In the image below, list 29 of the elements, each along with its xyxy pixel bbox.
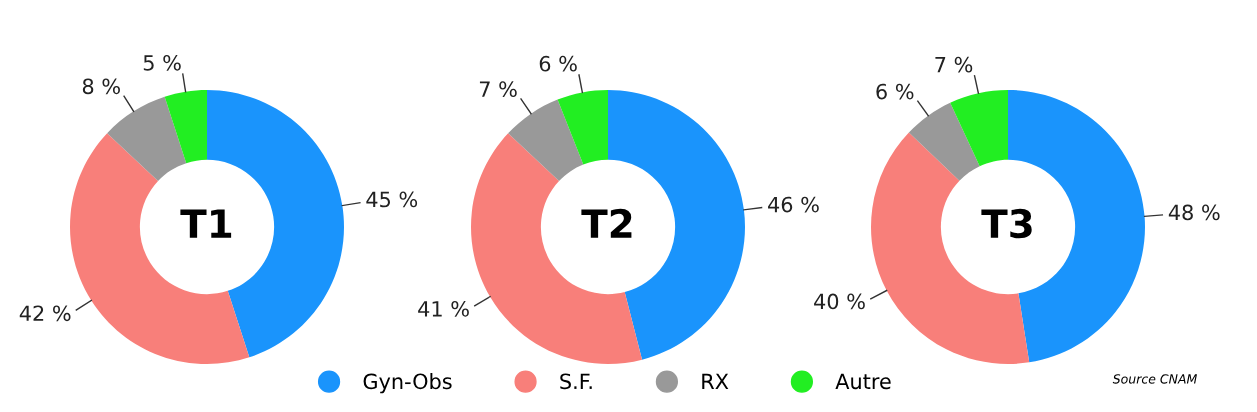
data-label: 5 % [143, 54, 181, 71]
data-label: 6 % [876, 83, 914, 100]
data-label: 7 % [479, 81, 517, 98]
donut-slice [164, 90, 207, 164]
donut-slice [70, 133, 250, 364]
data-label: 42 % [19, 305, 71, 322]
donut-slice [508, 99, 584, 182]
data-label: 41 % [418, 300, 469, 317]
text: T2 [581, 208, 632, 238]
data-label: 8 % [82, 78, 120, 95]
legend-label: Gyn-Obs [363, 373, 452, 394]
legend-label: S.F. [560, 373, 592, 390]
data-label: 46 % [768, 196, 819, 213]
legend-label: Autre [835, 373, 891, 390]
data-label: 40 % [814, 293, 865, 310]
data-label: 45 % [366, 191, 418, 208]
legend-label: RX [702, 373, 729, 389]
data-label: 7 % [935, 56, 973, 73]
donut-slice [471, 133, 643, 364]
donut-slice [107, 96, 187, 182]
text: T1 [180, 209, 232, 238]
donut-slice [871, 132, 1030, 364]
donut-slice [950, 90, 1008, 167]
data-label: 6 % [539, 55, 577, 72]
data-label: 48 % [1168, 204, 1220, 221]
donut-slice [557, 90, 608, 165]
text: T3 [981, 208, 1032, 239]
donut-slice [908, 102, 980, 181]
source-note: Source CNAM [1112, 374, 1197, 384]
